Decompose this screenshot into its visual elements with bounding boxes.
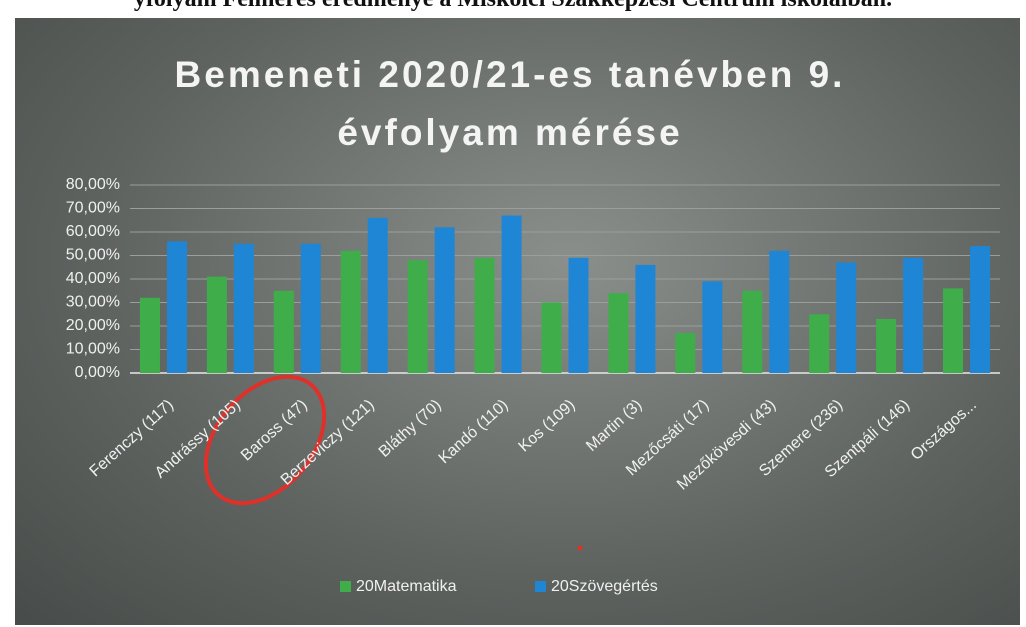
bar xyxy=(809,314,830,373)
x-tick-label: Országos... xyxy=(908,396,980,463)
bar xyxy=(273,290,294,373)
bar xyxy=(407,260,428,373)
bar xyxy=(541,302,562,373)
legend-label: 20Szövegértés xyxy=(551,578,658,595)
y-tick-label: 10,00% xyxy=(66,341,120,358)
bar xyxy=(139,297,160,373)
bar xyxy=(742,290,763,373)
bar xyxy=(340,250,361,373)
y-tick-label: 0,00% xyxy=(75,364,120,381)
bar xyxy=(876,318,897,373)
bar xyxy=(943,288,964,373)
bar xyxy=(166,241,187,373)
bar xyxy=(568,257,589,373)
x-tick-label: Baross (47) xyxy=(238,396,311,464)
y-tick-label: 60,00% xyxy=(66,223,120,240)
legend-label: 20Matematika xyxy=(356,578,457,595)
bar xyxy=(501,215,522,373)
bar xyxy=(702,281,723,373)
bar xyxy=(608,293,629,373)
bar xyxy=(434,227,455,373)
highlight-circle xyxy=(203,374,327,506)
bar xyxy=(836,262,857,373)
y-tick-label: 70,00% xyxy=(66,200,120,217)
bar xyxy=(903,257,924,373)
bar xyxy=(675,333,696,373)
y-tick-label: 50,00% xyxy=(66,247,120,264)
bar xyxy=(635,264,656,373)
bar xyxy=(233,243,254,373)
y-tick-label: 20,00% xyxy=(66,317,120,334)
bar xyxy=(474,257,495,373)
y-tick-label: 40,00% xyxy=(66,270,120,287)
chart-title: Bemeneti 2020/21-es tanévben 9. évfolyam… xyxy=(174,54,846,153)
legend-swatch xyxy=(535,581,546,592)
legend-swatch xyxy=(340,581,351,592)
bar xyxy=(206,276,227,373)
bar xyxy=(300,243,321,373)
x-tick-label: Kos (109) xyxy=(516,396,579,455)
y-tick-label: 80,00% xyxy=(66,176,120,193)
red-dot xyxy=(577,545,583,551)
bar xyxy=(769,250,790,373)
y-tick-label: 30,00% xyxy=(66,294,120,311)
x-tick-label: Bláthy (70) xyxy=(376,396,445,460)
x-tick-label: Kandó (110) xyxy=(436,396,512,467)
x-tick-label: Martin (3) xyxy=(583,396,645,454)
bar xyxy=(367,217,388,373)
caption: yfolyam Felmérés eredménye a Miskolci Sz… xyxy=(0,0,1026,13)
bar xyxy=(970,246,991,373)
